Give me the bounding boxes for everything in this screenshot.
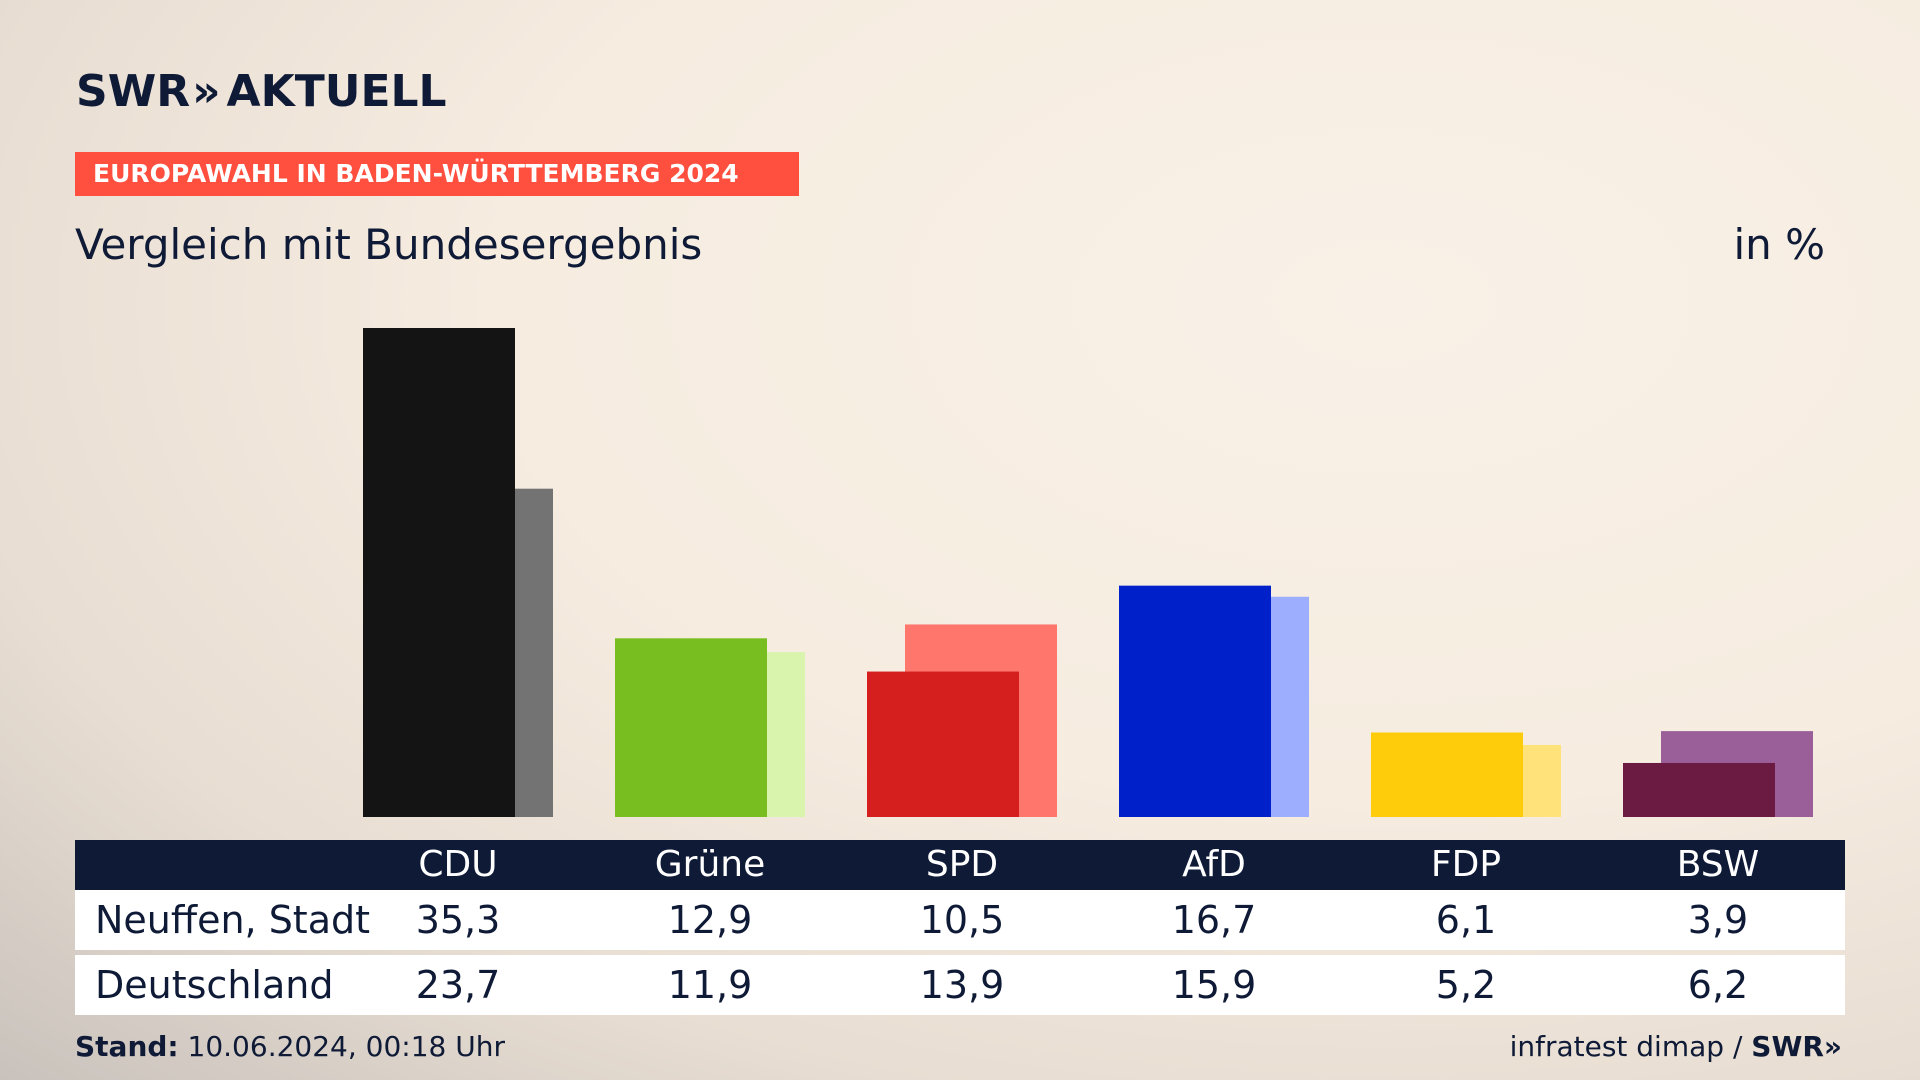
timestamp: Stand: 10.06.2024, 00:18 Uhr <box>75 1030 505 1063</box>
results-table: CDU Grüne SPD AfD FDP BSW Neuffen, Stadt 35,3… <box>75 840 1845 1015</box>
table-cell: 11,9 <box>667 963 753 1007</box>
logo-text: SWR <box>76 66 191 117</box>
logo-suffix: AKTUELL <box>226 66 447 117</box>
column-header-4: FDP <box>1430 844 1502 885</box>
bar-local-3 <box>1119 585 1271 817</box>
swr-aktuell-logo: SWR» AKTUELL <box>76 66 447 117</box>
source-credit: infratest dimap / SWR» <box>1510 1030 1842 1063</box>
bar-local-5 <box>1623 762 1775 817</box>
row-label: Neuffen, Stadt <box>95 898 371 942</box>
column-header-2: SPD <box>925 844 999 885</box>
bar-local-2 <box>867 671 1019 817</box>
bar-local-4 <box>1371 732 1523 817</box>
table-cell: 35,3 <box>415 898 501 942</box>
row-label: Deutschland <box>95 963 334 1007</box>
stand-label: Stand: <box>75 1030 179 1063</box>
table-cell: 6,2 <box>1687 963 1749 1007</box>
table-cell: 6,1 <box>1435 898 1497 942</box>
column-header-3: AfD <box>1182 844 1246 885</box>
column-header-0: CDU <box>418 844 498 885</box>
chart-subtitle: Vergleich mit Bundesergebnis <box>75 220 703 269</box>
bar-local-1 <box>615 638 767 817</box>
stand-value: 10.06.2024, 00:18 Uhr <box>187 1030 505 1063</box>
bar-chart <box>363 328 1813 817</box>
table-row: Deutschland 23,7 11,9 13,9 15,9 5,2 6,2 <box>75 955 1845 1015</box>
election-banner: EUROPAWAHL IN BADEN-WÜRTTEMBERG 2024 <box>75 152 799 196</box>
table-cell: 10,5 <box>919 898 1005 942</box>
table-cell: 5,2 <box>1435 963 1497 1007</box>
bar-local-0 <box>363 328 515 817</box>
source-text: infratest dimap / <box>1509 1030 1743 1063</box>
table-header-row: CDU Grüne SPD AfD FDP BSW <box>75 840 1845 890</box>
table-cell: 3,9 <box>1687 898 1749 942</box>
table-cell: 15,9 <box>1171 963 1257 1007</box>
column-header-5: BSW <box>1676 844 1760 885</box>
column-header-1: Grüne <box>654 844 766 885</box>
table-row: Neuffen, Stadt 35,3 12,9 10,5 16,7 6,1 3,9 <box>75 890 1845 950</box>
table-cell: 23,7 <box>415 963 501 1007</box>
swr-brand-icon: SWR» <box>1751 1030 1842 1063</box>
unit-label: in % <box>1733 220 1825 269</box>
table-cell: 16,7 <box>1171 898 1257 942</box>
table-cell: 13,9 <box>919 963 1005 1007</box>
table-cell: 12,9 <box>667 898 753 942</box>
